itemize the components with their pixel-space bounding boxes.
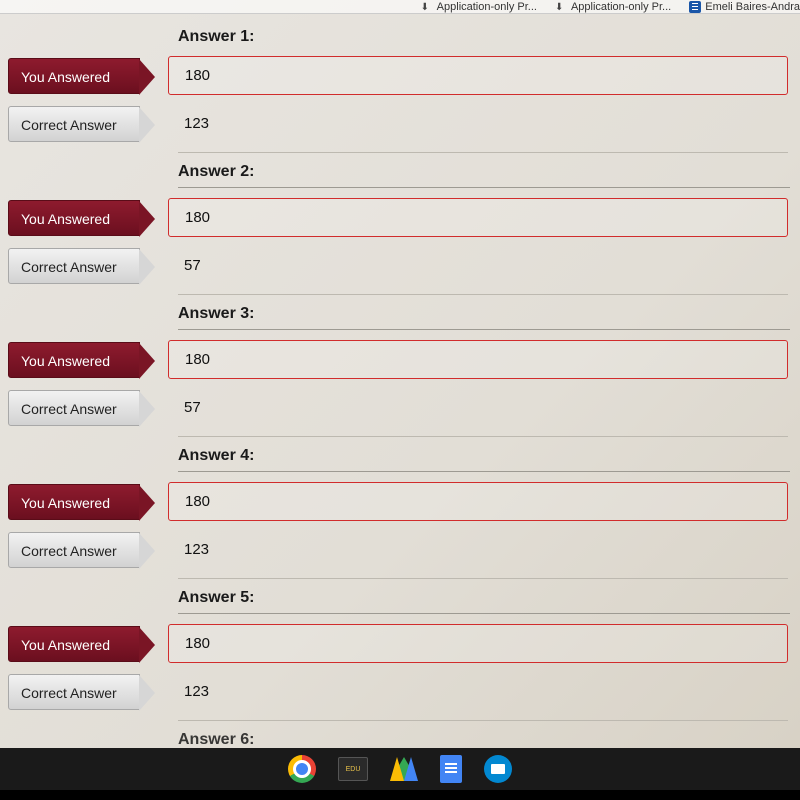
- divider: [178, 329, 790, 330]
- download-icon: [555, 1, 567, 13]
- correct-answer-label: Correct Answer: [21, 259, 117, 275]
- correct-answer-row: Correct Answer 123: [0, 105, 800, 142]
- bookmark-item[interactable]: Emeli Baires-Andra: [689, 1, 800, 13]
- user-answer-box: 180: [168, 198, 788, 237]
- divider: [178, 613, 790, 614]
- correct-answer-tag: Correct Answer: [8, 248, 140, 284]
- you-answered-label: You Answered: [21, 69, 110, 85]
- answer-heading: Answer 3:: [178, 305, 800, 323]
- correct-answer-row: Correct Answer 57: [0, 247, 800, 284]
- user-answer-box: 180: [168, 56, 788, 95]
- bookmark-bar: Application-only Pr... Application-only …: [0, 0, 800, 14]
- divider: [178, 578, 788, 579]
- you-answered-label: You Answered: [21, 353, 110, 369]
- answer-heading: Answer 5:: [178, 589, 800, 607]
- list-icon: [689, 1, 701, 13]
- quiz-screen: Application-only Pr... Application-only …: [0, 0, 800, 748]
- bookmark-label: Emeli Baires-Andra: [705, 1, 800, 13]
- divider: [178, 152, 788, 153]
- answer-block: Answer 1: You Answered 180 Correct Answe…: [0, 28, 800, 153]
- user-answer-value: 180: [168, 624, 788, 663]
- correct-answer-value: 57: [168, 247, 788, 284]
- you-answered-tag: You Answered: [8, 626, 140, 662]
- correct-answer-tag: Correct Answer: [8, 390, 140, 426]
- correct-answer-label: Correct Answer: [21, 543, 117, 559]
- user-answer-value: 180: [168, 198, 788, 237]
- user-answer-value: 180: [168, 482, 788, 521]
- correct-answer-row: Correct Answer 123: [0, 673, 800, 710]
- you-answered-tag: You Answered: [8, 200, 140, 236]
- answer-heading: Answer 2:: [178, 163, 800, 181]
- user-answer-box: 180: [168, 340, 788, 379]
- you-answered-row: You Answered 180: [0, 624, 800, 663]
- bookmark-item[interactable]: Application-only Pr...: [555, 1, 671, 13]
- correct-answer-value: 57: [168, 389, 788, 426]
- answer-heading: Answer 1:: [178, 28, 800, 46]
- bookmark-label: Application-only Pr...: [571, 1, 671, 13]
- you-answered-label: You Answered: [21, 495, 110, 511]
- divider: [178, 436, 788, 437]
- answer-block: Answer 2: You Answered 180 Correct Answe…: [0, 163, 800, 295]
- answer-heading: Answer 6:: [178, 731, 800, 748]
- bezel: [0, 790, 800, 800]
- files-app-icon[interactable]: [484, 755, 512, 783]
- you-answered-label: You Answered: [21, 211, 110, 227]
- correct-answer-label: Correct Answer: [21, 401, 117, 417]
- education-app-icon[interactable]: EDU: [338, 757, 368, 781]
- user-answer-box: 180: [168, 482, 788, 521]
- quiz-content: Answer 1: You Answered 180 Correct Answe…: [0, 14, 800, 748]
- correct-answer-row: Correct Answer 57: [0, 389, 800, 426]
- google-drive-icon[interactable]: [390, 757, 418, 781]
- user-answer-box: 180: [168, 624, 788, 663]
- user-answer-value: 180: [168, 56, 788, 95]
- correct-answer-tag: Correct Answer: [8, 674, 140, 710]
- taskbar: EDU: [0, 748, 800, 790]
- google-docs-icon[interactable]: [440, 755, 462, 783]
- you-answered-row: You Answered 180: [0, 340, 800, 379]
- answer-block: Answer 3: You Answered 180 Correct Answe…: [0, 305, 800, 437]
- correct-answer-area: 57: [168, 247, 788, 284]
- correct-answer-row: Correct Answer 123: [0, 531, 800, 568]
- divider: [178, 187, 790, 188]
- you-answered-row: You Answered 180: [0, 198, 800, 237]
- you-answered-tag: You Answered: [8, 484, 140, 520]
- correct-answer-area: 123: [168, 105, 788, 142]
- answer-heading: Answer 4:: [178, 447, 800, 465]
- correct-answer-value: 123: [168, 105, 788, 142]
- divider: [178, 471, 790, 472]
- you-answered-tag: You Answered: [8, 58, 140, 94]
- answer-block: Answer 4: You Answered 180 Correct Answe…: [0, 447, 800, 579]
- correct-answer-area: 123: [168, 531, 788, 568]
- you-answered-tag: You Answered: [8, 342, 140, 378]
- correct-answer-area: 57: [168, 389, 788, 426]
- correct-answer-tag: Correct Answer: [8, 106, 140, 142]
- correct-answer-label: Correct Answer: [21, 117, 117, 133]
- bookmark-item[interactable]: Application-only Pr...: [421, 1, 537, 13]
- correct-answer-value: 123: [168, 531, 788, 568]
- download-icon: [421, 1, 433, 13]
- correct-answer-area: 123: [168, 673, 788, 710]
- correct-answer-label: Correct Answer: [21, 685, 117, 701]
- answer-block: Answer 6:: [0, 731, 800, 748]
- chrome-icon[interactable]: [288, 755, 316, 783]
- you-answered-row: You Answered 180: [0, 56, 800, 95]
- you-answered-label: You Answered: [21, 637, 110, 653]
- answer-block: Answer 5: You Answered 180 Correct Answe…: [0, 589, 800, 721]
- divider: [178, 294, 788, 295]
- correct-answer-tag: Correct Answer: [8, 532, 140, 568]
- correct-answer-value: 123: [168, 673, 788, 710]
- user-answer-value: 180: [168, 340, 788, 379]
- divider: [178, 720, 788, 721]
- you-answered-row: You Answered 180: [0, 482, 800, 521]
- bookmark-label: Application-only Pr...: [437, 1, 537, 13]
